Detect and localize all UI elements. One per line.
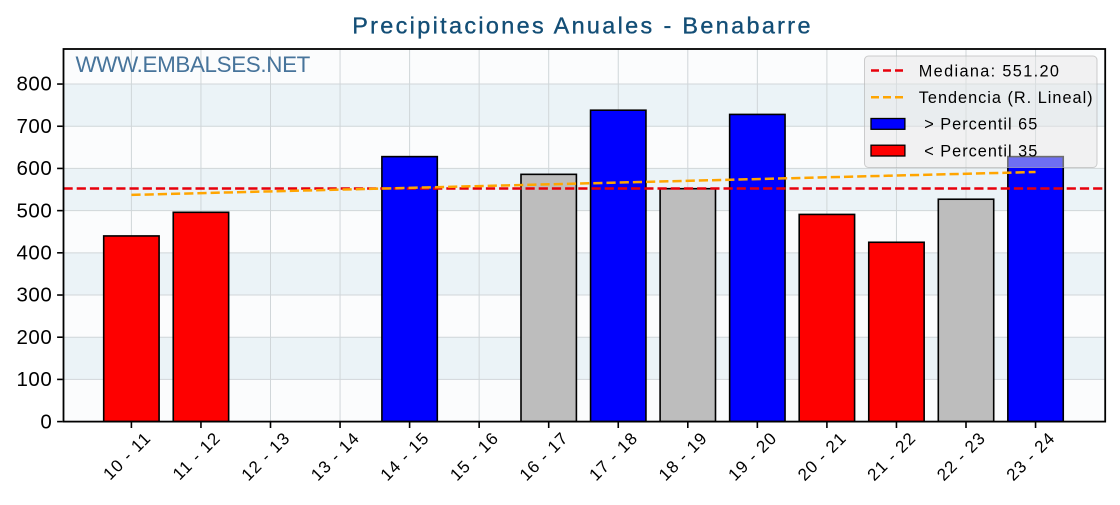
svg-text:100: 100: [16, 368, 52, 391]
svg-text:< Percentil 35: < Percentil 35: [919, 142, 1039, 160]
svg-text:Tendencia (R. Lineal): Tendencia (R. Lineal): [919, 89, 1094, 107]
svg-text:700: 700: [16, 115, 52, 138]
svg-text:800: 800: [16, 73, 52, 96]
svg-text:400: 400: [16, 242, 52, 265]
svg-text:0: 0: [40, 410, 52, 433]
svg-text:600: 600: [16, 157, 52, 180]
svg-text:200: 200: [16, 326, 52, 349]
svg-text:Precipitaciones Anuales - Bena: Precipitaciones Anuales - Benabarre: [352, 13, 813, 39]
svg-text:300: 300: [16, 284, 52, 307]
svg-text:WWW.EMBALSES.NET: WWW.EMBALSES.NET: [76, 52, 311, 77]
svg-text:500: 500: [16, 199, 52, 222]
svg-text:Mediana: 551.20: Mediana: 551.20: [919, 62, 1061, 80]
svg-text:> Percentil 65: > Percentil 65: [919, 116, 1039, 134]
